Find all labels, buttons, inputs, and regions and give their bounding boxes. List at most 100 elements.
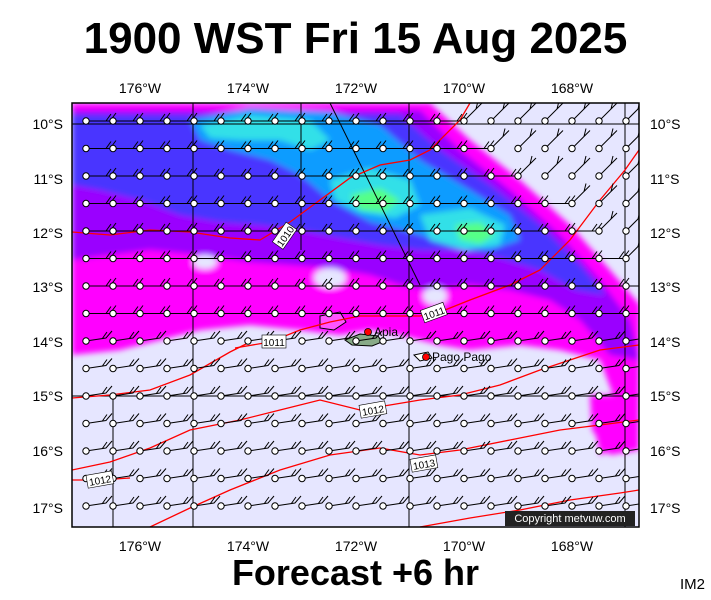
lon-label-172w-top: 172°W (335, 80, 378, 96)
wind-barb (271, 222, 306, 235)
wind-barb (541, 440, 572, 455)
lat-label-11s-left: 11°S (34, 171, 63, 187)
wind-barb (136, 468, 167, 483)
wind-barb (217, 413, 248, 428)
copyright-box (505, 511, 635, 526)
wind-barb (136, 222, 171, 235)
wind-barb (514, 277, 549, 290)
lon-labels-bottom: 176°W 174°W 172°W 170°W 168°W (119, 538, 594, 554)
wind-barb (109, 440, 140, 455)
wind-barb (190, 140, 225, 153)
wind-barb (541, 155, 564, 180)
wind-barb (136, 305, 171, 318)
wind-barb (136, 385, 167, 400)
wind-barb (433, 195, 468, 208)
wind-barb (514, 358, 545, 373)
wind-barb (406, 112, 441, 125)
wind-barb (595, 495, 626, 510)
wind-barb (244, 385, 275, 400)
wind-barb (433, 330, 464, 345)
isobar-label-1012-west: 1012 (88, 474, 112, 489)
wind-barb (568, 250, 603, 263)
isobar-labels: 1010 1011 1011 1012 1013 1012 (85, 221, 448, 489)
wind-barb (298, 330, 329, 345)
wind-barb (379, 495, 410, 510)
wind-barb (541, 195, 576, 208)
wind-barb (379, 167, 414, 180)
wind-barb (379, 440, 410, 455)
wind-barb (622, 185, 639, 208)
wind-barb (541, 385, 572, 400)
wind-barb (541, 495, 572, 510)
wind-barb (460, 468, 491, 483)
place-markers: Apia Pago Pago (364, 325, 492, 364)
wind-barb (325, 330, 356, 345)
wind-barb (325, 358, 356, 373)
wind-barb (595, 183, 618, 208)
wind-barb (217, 385, 248, 400)
wind-barb (433, 385, 464, 400)
wind-barb (271, 495, 302, 510)
wind-barb (487, 128, 510, 153)
wind-barb (379, 413, 410, 428)
wind-barbs (82, 103, 639, 510)
lat-label-10s-left: 10°S (32, 116, 63, 132)
wind-barb (622, 502, 639, 510)
wind-barb (136, 112, 171, 125)
wind-barb (190, 112, 225, 125)
wind-barb (487, 358, 518, 373)
wind-barb (298, 385, 329, 400)
lon-label-170w-top: 170°W (443, 80, 486, 96)
wind-barb (487, 330, 518, 345)
wind-barb (163, 358, 194, 373)
wind-barb (352, 385, 383, 400)
isobar-label-1011-west: 1011 (263, 338, 285, 349)
wind-barb (244, 495, 275, 510)
wind-barb (622, 309, 639, 318)
wind-barb (622, 240, 639, 263)
wind-barb (487, 413, 518, 428)
wind-barb (433, 358, 464, 373)
wind-barb (595, 128, 618, 153)
wind-barb (433, 495, 464, 510)
wind-barb (163, 330, 194, 345)
wind-barb (190, 330, 221, 345)
wind-barb (352, 358, 383, 373)
wind-barb (379, 330, 410, 345)
wind-barb (514, 413, 545, 428)
wind-barb (433, 413, 464, 428)
apia-marker (364, 328, 372, 336)
wind-barb (595, 358, 626, 373)
wind-barb (568, 103, 591, 125)
lon-label-174w-bottom: 174°W (227, 538, 270, 554)
wind-barb (325, 167, 360, 180)
lon-label-168w-top: 168°W (551, 80, 594, 96)
wind-barb (460, 167, 495, 180)
wind-barb (568, 413, 599, 428)
wind-barb (109, 112, 144, 125)
wind-barb (352, 468, 383, 483)
wind-barb (325, 413, 356, 428)
wind-barb (406, 140, 441, 153)
wind-barb (271, 250, 306, 263)
wind-barb (514, 155, 537, 180)
wind-barb (352, 167, 387, 180)
wind-barb (487, 495, 518, 510)
lat-label-10s-right: 10°S (650, 116, 681, 132)
wind-barb (568, 385, 599, 400)
wind-barb (244, 222, 279, 235)
lat-label-15s-right: 15°S (650, 388, 681, 404)
wind-barb (487, 385, 518, 400)
map-title: 1900 WST Fri 15 Aug 2025 (83, 14, 628, 63)
wind-barb (379, 468, 410, 483)
lat-label-11s-right: 11°S (650, 171, 679, 187)
wind-barb (622, 337, 639, 345)
wind-barb (217, 250, 252, 263)
wind-barb (217, 330, 248, 345)
wind-barb (82, 167, 117, 180)
wind-barb (217, 222, 252, 235)
map-area (72, 103, 639, 527)
lat-labels-left: 10°S 11°S 12°S 13°S 14°S 15°S 16°S 17°S (32, 116, 63, 516)
lat-label-17s-left: 17°S (32, 500, 63, 516)
